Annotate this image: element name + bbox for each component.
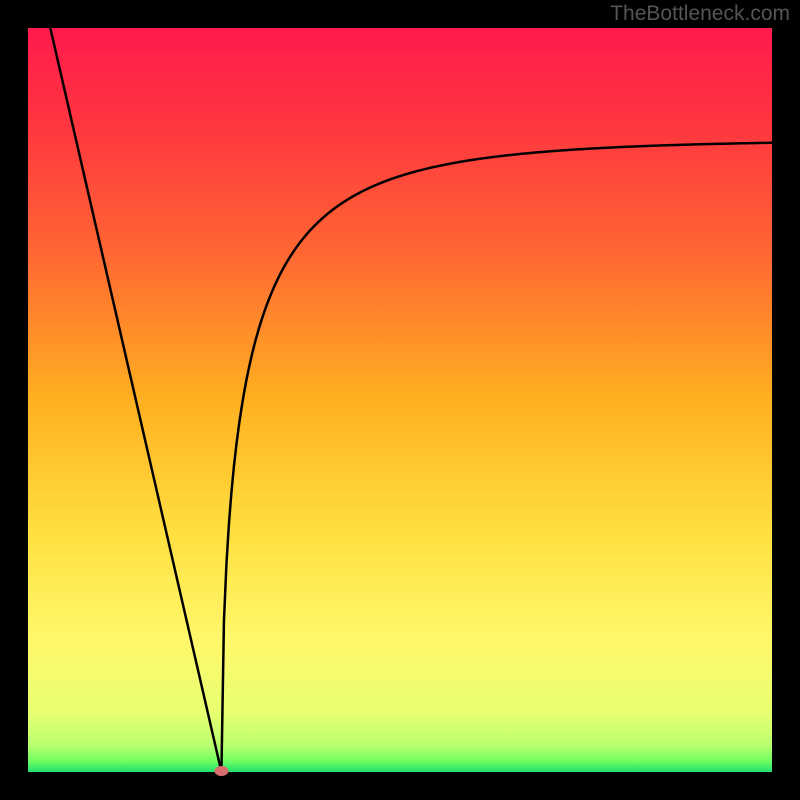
watermark-text: TheBottleneck.com [610, 2, 790, 26]
chart-wrapper: TheBottleneck.com [0, 0, 800, 800]
minimum-marker [214, 766, 228, 776]
bottleneck-chart [0, 0, 800, 800]
plot-background-gradient [28, 28, 772, 772]
